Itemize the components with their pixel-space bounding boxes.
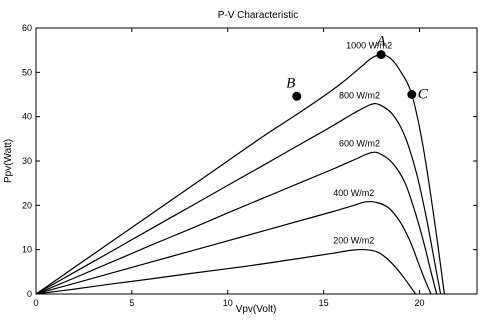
point-B-label: B bbox=[286, 75, 295, 91]
curve-200 bbox=[35, 248, 417, 295]
x-tick-label: 15 bbox=[319, 298, 329, 308]
y-tick-label: 20 bbox=[22, 200, 32, 210]
curve-400 bbox=[35, 200, 432, 295]
curve-600 bbox=[35, 151, 438, 295]
y-tick-label: 30 bbox=[22, 156, 32, 166]
series-label: 800 W/m2 bbox=[339, 90, 380, 100]
y-tick-label: 40 bbox=[22, 112, 32, 122]
point-B-marker bbox=[292, 91, 302, 101]
series-label: 1000 W/m2 bbox=[346, 41, 392, 51]
point-C-label: C bbox=[418, 87, 429, 103]
point-A-label: A bbox=[376, 34, 387, 50]
x-axis-title: Vpv(Volt) bbox=[236, 304, 277, 315]
series-label: 400 W/m2 bbox=[333, 188, 374, 198]
x-tick-label: 10 bbox=[223, 298, 233, 308]
point-C-marker bbox=[407, 90, 417, 99]
series-label: 600 W/m2 bbox=[339, 139, 380, 149]
y-tick-label: 50 bbox=[22, 67, 32, 77]
y-axis-title: Ppv(Watt) bbox=[3, 139, 14, 183]
x-tick-label: 0 bbox=[33, 298, 38, 308]
curve-group bbox=[35, 53, 445, 295]
y-tick-label: 60 bbox=[22, 23, 32, 33]
series-label: 200 W/m2 bbox=[333, 236, 374, 246]
chart-title: P-V Characteristic bbox=[218, 10, 299, 21]
y-tick-label: 10 bbox=[22, 245, 32, 255]
plot-frame bbox=[35, 27, 478, 295]
x-tick-label: 5 bbox=[129, 298, 134, 308]
marker-points: A B C bbox=[286, 34, 429, 103]
x-tick-label: 20 bbox=[414, 298, 424, 308]
curve-800 bbox=[35, 103, 442, 295]
curve-1000 bbox=[35, 53, 445, 295]
y-tick-label: 0 bbox=[27, 289, 32, 299]
series-labels: 1000 W/m2 800 W/m2 600 W/m2 400 W/m2 200 W/m… bbox=[333, 41, 392, 246]
point-A-marker bbox=[376, 50, 386, 60]
